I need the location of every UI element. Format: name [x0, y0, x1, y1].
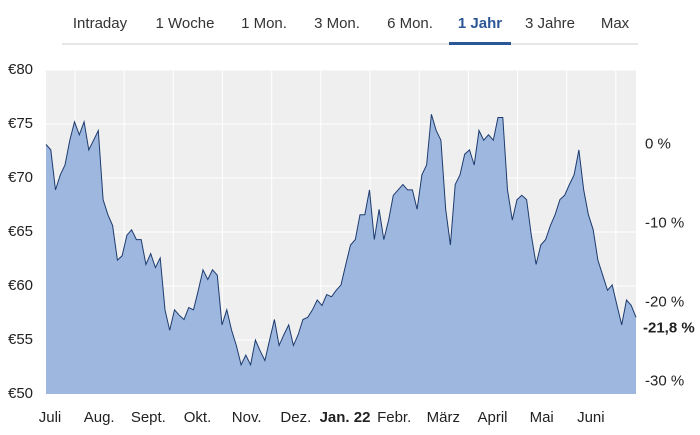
- y-tick-label: €65: [8, 223, 33, 240]
- tab[interactable]: Max: [601, 15, 630, 32]
- y2-tick-label: 0 %: [645, 135, 671, 152]
- tab[interactable]: Intraday: [73, 15, 128, 32]
- x-tick-label: Mai: [530, 409, 554, 426]
- y2-tick-label: -20 %: [645, 293, 684, 310]
- tab[interactable]: 6 Mon.: [387, 15, 433, 32]
- active-tab-underline: [449, 42, 511, 45]
- x-tick-label: Nov.: [232, 409, 262, 426]
- y-tick-label: €60: [8, 277, 33, 294]
- x-tick-label: Juni: [577, 409, 605, 426]
- x-tick-label: Dez.: [280, 409, 311, 426]
- y2-tick-label: -30 %: [645, 372, 684, 389]
- y-tick-label: €50: [8, 385, 33, 402]
- x-tick-label: April: [477, 409, 507, 426]
- tab[interactable]: 1 Woche: [156, 15, 215, 32]
- current-change-label: -21,8 %: [643, 320, 695, 337]
- tab[interactable]: 1 Jahr: [458, 15, 502, 32]
- tab[interactable]: 3 Mon.: [314, 15, 360, 32]
- tab[interactable]: 3 Jahre: [525, 15, 575, 32]
- x-tick-label: Sept.: [131, 409, 166, 426]
- y2-tick-label: -10 %: [645, 214, 684, 231]
- y-tick-label: €80: [8, 61, 33, 78]
- price-line: [45, 114, 637, 367]
- tab[interactable]: 1 Mon.: [241, 15, 287, 32]
- x-tick-label: Juli: [39, 409, 62, 426]
- y-tick-label: €70: [8, 169, 33, 186]
- x-tick-label: Okt.: [184, 409, 212, 426]
- x-tick-label: Aug.: [84, 409, 115, 426]
- y-tick-label: €75: [8, 115, 33, 132]
- area: [46, 114, 636, 395]
- x-tick-label: Jan. 22: [320, 409, 371, 426]
- y-tick-label: €55: [8, 331, 33, 348]
- x-tick-label: Febr.: [377, 409, 411, 426]
- x-tick-label: März: [427, 409, 460, 426]
